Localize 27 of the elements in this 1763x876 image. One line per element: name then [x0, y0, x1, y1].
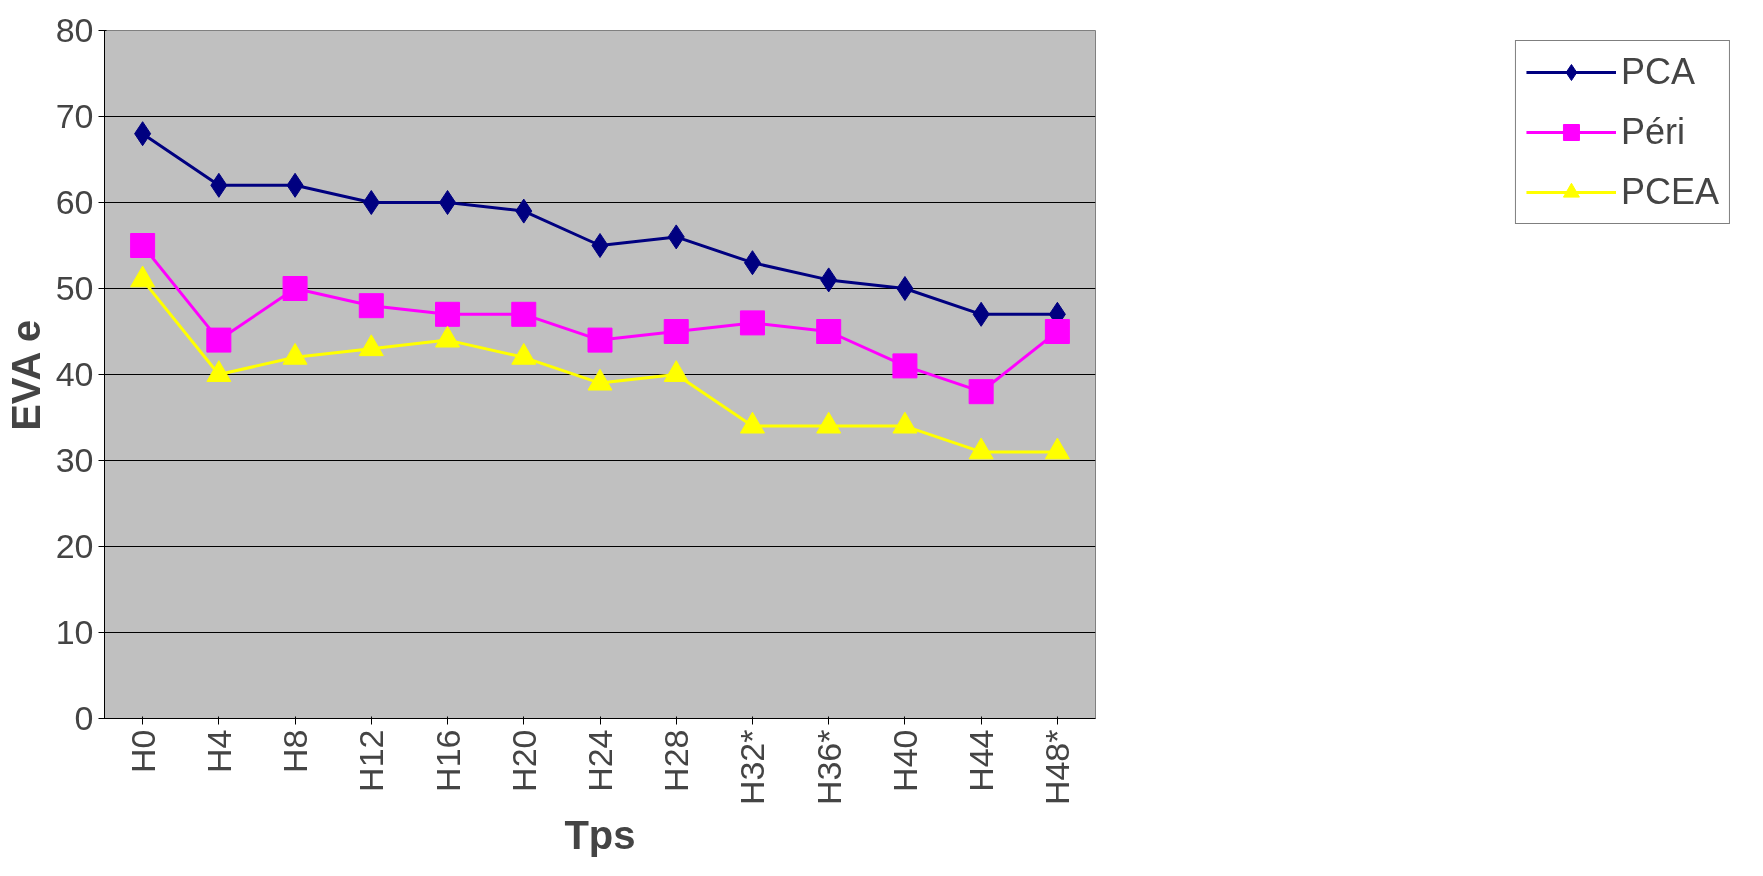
legend-label: PCEA	[1620, 171, 1719, 213]
x-tick-label: H28	[657, 729, 696, 792]
y-tick-label: 50	[55, 269, 94, 307]
y-tick-label: 40	[55, 355, 94, 393]
x-tick-label: H0	[123, 729, 162, 773]
x-tick-label: H36*	[809, 729, 848, 806]
x-tick-label: H4	[199, 729, 238, 773]
y-tick-label: 70	[55, 97, 94, 135]
y-tick-label: 0	[74, 699, 94, 737]
x-tick-label: H44	[962, 729, 1001, 792]
x-tick-label: H32*	[733, 729, 772, 806]
x-tick-label: H20	[504, 729, 543, 792]
x-tick-label: H12	[352, 729, 391, 792]
x-axis-title: Tps	[564, 813, 636, 858]
x-tick-label: H48*	[1038, 729, 1077, 806]
y-axis-title: EVA e	[3, 319, 48, 431]
y-tick-label: 60	[55, 183, 94, 221]
y-tick-label: 80	[55, 11, 94, 49]
y-tick-label: 10	[55, 613, 94, 651]
x-tick-label: H16	[428, 729, 467, 792]
x-tick-label: H8	[276, 729, 315, 773]
x-tick-label: H24	[581, 729, 619, 792]
y-tick-label: 30	[55, 441, 94, 479]
legend-label: Péri	[1620, 111, 1685, 153]
legend-label: PCA	[1620, 51, 1695, 93]
x-tick-label: H40	[885, 729, 924, 792]
y-tick-label: 20	[55, 527, 94, 565]
